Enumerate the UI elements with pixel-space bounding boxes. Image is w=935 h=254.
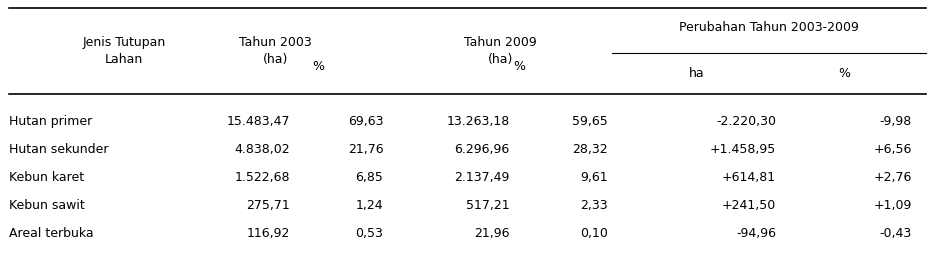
Text: Kebun karet: Kebun karet (9, 171, 84, 184)
Text: Tahun 2009
(ha): Tahun 2009 (ha) (464, 36, 537, 66)
Text: 13.263,18: 13.263,18 (446, 115, 510, 129)
Text: +6,56: +6,56 (873, 143, 912, 156)
Text: 517,21: 517,21 (466, 199, 510, 212)
Text: 2.137,49: 2.137,49 (454, 171, 510, 184)
Text: 21,76: 21,76 (348, 143, 383, 156)
Text: 116,92: 116,92 (247, 227, 290, 240)
Text: -2.220,30: -2.220,30 (716, 115, 776, 129)
Text: 21,96: 21,96 (474, 227, 510, 240)
Text: 6,85: 6,85 (355, 171, 383, 184)
Text: 9,61: 9,61 (580, 171, 608, 184)
Text: 0,53: 0,53 (355, 227, 383, 240)
Text: Tahun 2003
(ha): Tahun 2003 (ha) (239, 36, 312, 66)
Text: %: % (513, 59, 525, 73)
Text: ha: ha (689, 67, 704, 80)
Text: 4.838,02: 4.838,02 (235, 143, 290, 156)
Text: +1,09: +1,09 (873, 199, 912, 212)
Text: 59,65: 59,65 (572, 115, 608, 129)
Text: Areal terbuka: Areal terbuka (9, 227, 94, 240)
Text: %: % (838, 67, 850, 80)
Text: Kebun sawit: Kebun sawit (9, 199, 85, 212)
Text: +241,50: +241,50 (722, 199, 776, 212)
Text: 1,24: 1,24 (355, 199, 383, 212)
Text: 28,32: 28,32 (572, 143, 608, 156)
Text: 1.522,68: 1.522,68 (235, 171, 290, 184)
Text: -0,43: -0,43 (880, 227, 912, 240)
Text: 69,63: 69,63 (348, 115, 383, 129)
Text: Perubahan Tahun 2003-2009: Perubahan Tahun 2003-2009 (679, 21, 859, 35)
Text: 2,33: 2,33 (580, 199, 608, 212)
Text: 275,71: 275,71 (246, 199, 290, 212)
Text: +1.458,95: +1.458,95 (710, 143, 776, 156)
Text: +2,76: +2,76 (873, 171, 912, 184)
Text: -94,96: -94,96 (736, 227, 776, 240)
Text: -9,98: -9,98 (880, 115, 912, 129)
Text: 0,10: 0,10 (580, 227, 608, 240)
Text: +614,81: +614,81 (722, 171, 776, 184)
Text: 15.483,47: 15.483,47 (226, 115, 290, 129)
Text: Hutan sekunder: Hutan sekunder (9, 143, 108, 156)
Text: Jenis Tutupan
Lahan: Jenis Tutupan Lahan (82, 36, 165, 66)
Text: %: % (312, 59, 324, 73)
Text: 6.296,96: 6.296,96 (454, 143, 510, 156)
Text: Hutan primer: Hutan primer (9, 115, 93, 129)
